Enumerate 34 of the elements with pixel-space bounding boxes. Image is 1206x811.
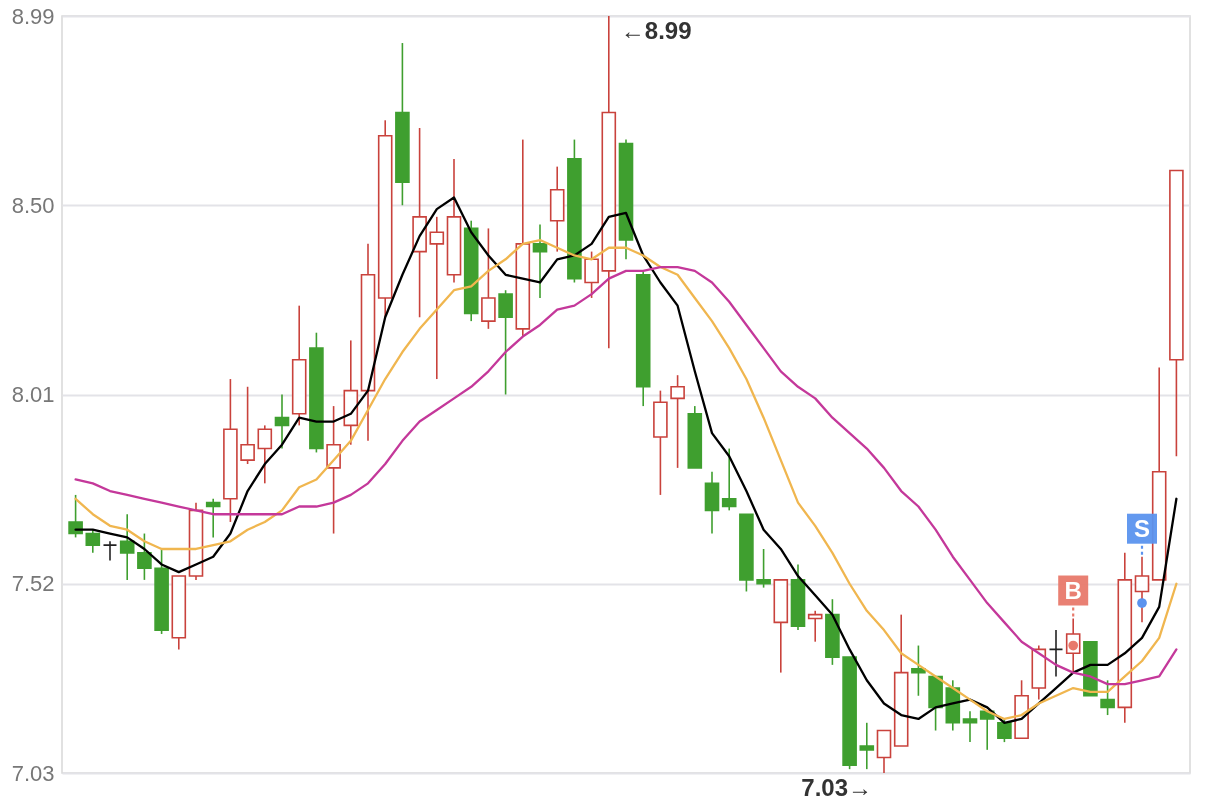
candlestick bbox=[481, 227, 496, 330]
candlestick bbox=[1134, 555, 1150, 624]
candlestick bbox=[498, 289, 513, 396]
candlestick bbox=[584, 250, 599, 299]
candlestick bbox=[721, 447, 737, 512]
candlestick bbox=[68, 494, 83, 539]
candlestick bbox=[102, 540, 118, 562]
candlestick bbox=[997, 718, 1012, 743]
candlestick bbox=[859, 721, 875, 770]
y-tick-label: 8.01 bbox=[11, 382, 55, 407]
text: 7.03→ bbox=[801, 774, 872, 801]
annotation: ←8.99 bbox=[620, 17, 692, 44]
candlestick bbox=[1048, 629, 1064, 678]
candlestick bbox=[85, 528, 101, 554]
data-label: S bbox=[1133, 514, 1151, 542]
candlestick bbox=[1100, 679, 1115, 716]
y-tick-label: 7.52 bbox=[11, 571, 55, 597]
candlestick bbox=[532, 223, 548, 299]
candlestick bbox=[257, 424, 273, 485]
candlestick bbox=[205, 497, 221, 539]
candlestick bbox=[807, 609, 823, 643]
candlestick bbox=[274, 393, 290, 450]
candlestick bbox=[137, 532, 152, 581]
candlestick bbox=[326, 405, 341, 535]
candlestick bbox=[756, 548, 771, 589]
y-tick-label: 8.99 bbox=[11, 3, 55, 29]
y-tick-label: 8.50 bbox=[11, 192, 55, 218]
data-label: B bbox=[1064, 576, 1082, 604]
candlestick bbox=[670, 374, 685, 469]
candlestick bbox=[240, 385, 255, 465]
y-tick-label: 7.03 bbox=[11, 760, 55, 786]
candlestick bbox=[119, 513, 135, 581]
candlestick bbox=[429, 216, 445, 380]
candlestick bbox=[962, 710, 978, 743]
